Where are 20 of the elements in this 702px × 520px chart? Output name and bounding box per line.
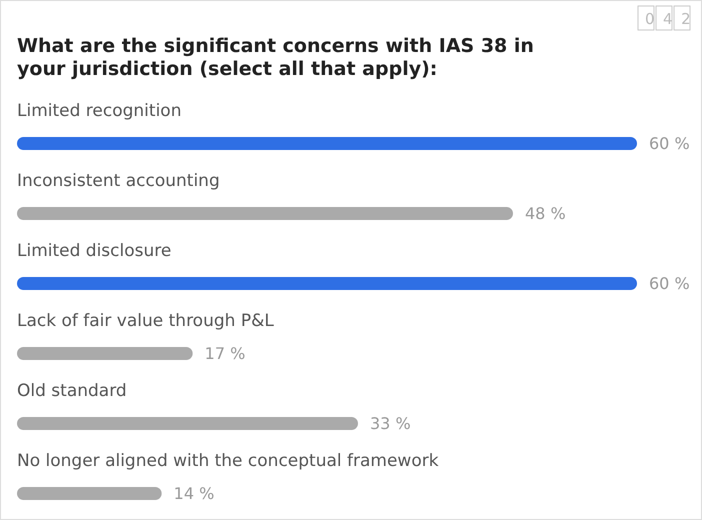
bar xyxy=(17,207,513,220)
y-tick-label: Limited recognition xyxy=(17,101,182,121)
data-label: 14 % xyxy=(174,484,214,503)
bar xyxy=(17,417,358,430)
bar xyxy=(17,277,637,290)
data-label: 48 % xyxy=(525,204,566,223)
y-tick-label: Old standard xyxy=(17,381,127,401)
y-tick-label: Lack of fair value through P&L xyxy=(17,311,274,331)
bar xyxy=(17,487,162,500)
data-label: 17 % xyxy=(204,344,246,363)
bar xyxy=(17,137,637,150)
y-tick-label: Limited disclosure xyxy=(17,241,172,261)
data-label: 33 % xyxy=(370,414,411,433)
data-label: 60 % xyxy=(649,134,690,153)
data-label: 60 % xyxy=(649,274,690,293)
chart-title: What are the significant concerns with IAS 38 in your jurisdiction (select all that apply): xyxy=(17,35,534,80)
y-tick-label: Inconsistent accounting xyxy=(17,171,220,191)
y-tick-label: No longer aligned with the conceptual framework xyxy=(17,451,439,471)
bar xyxy=(17,347,193,360)
text: 042 xyxy=(645,10,700,28)
